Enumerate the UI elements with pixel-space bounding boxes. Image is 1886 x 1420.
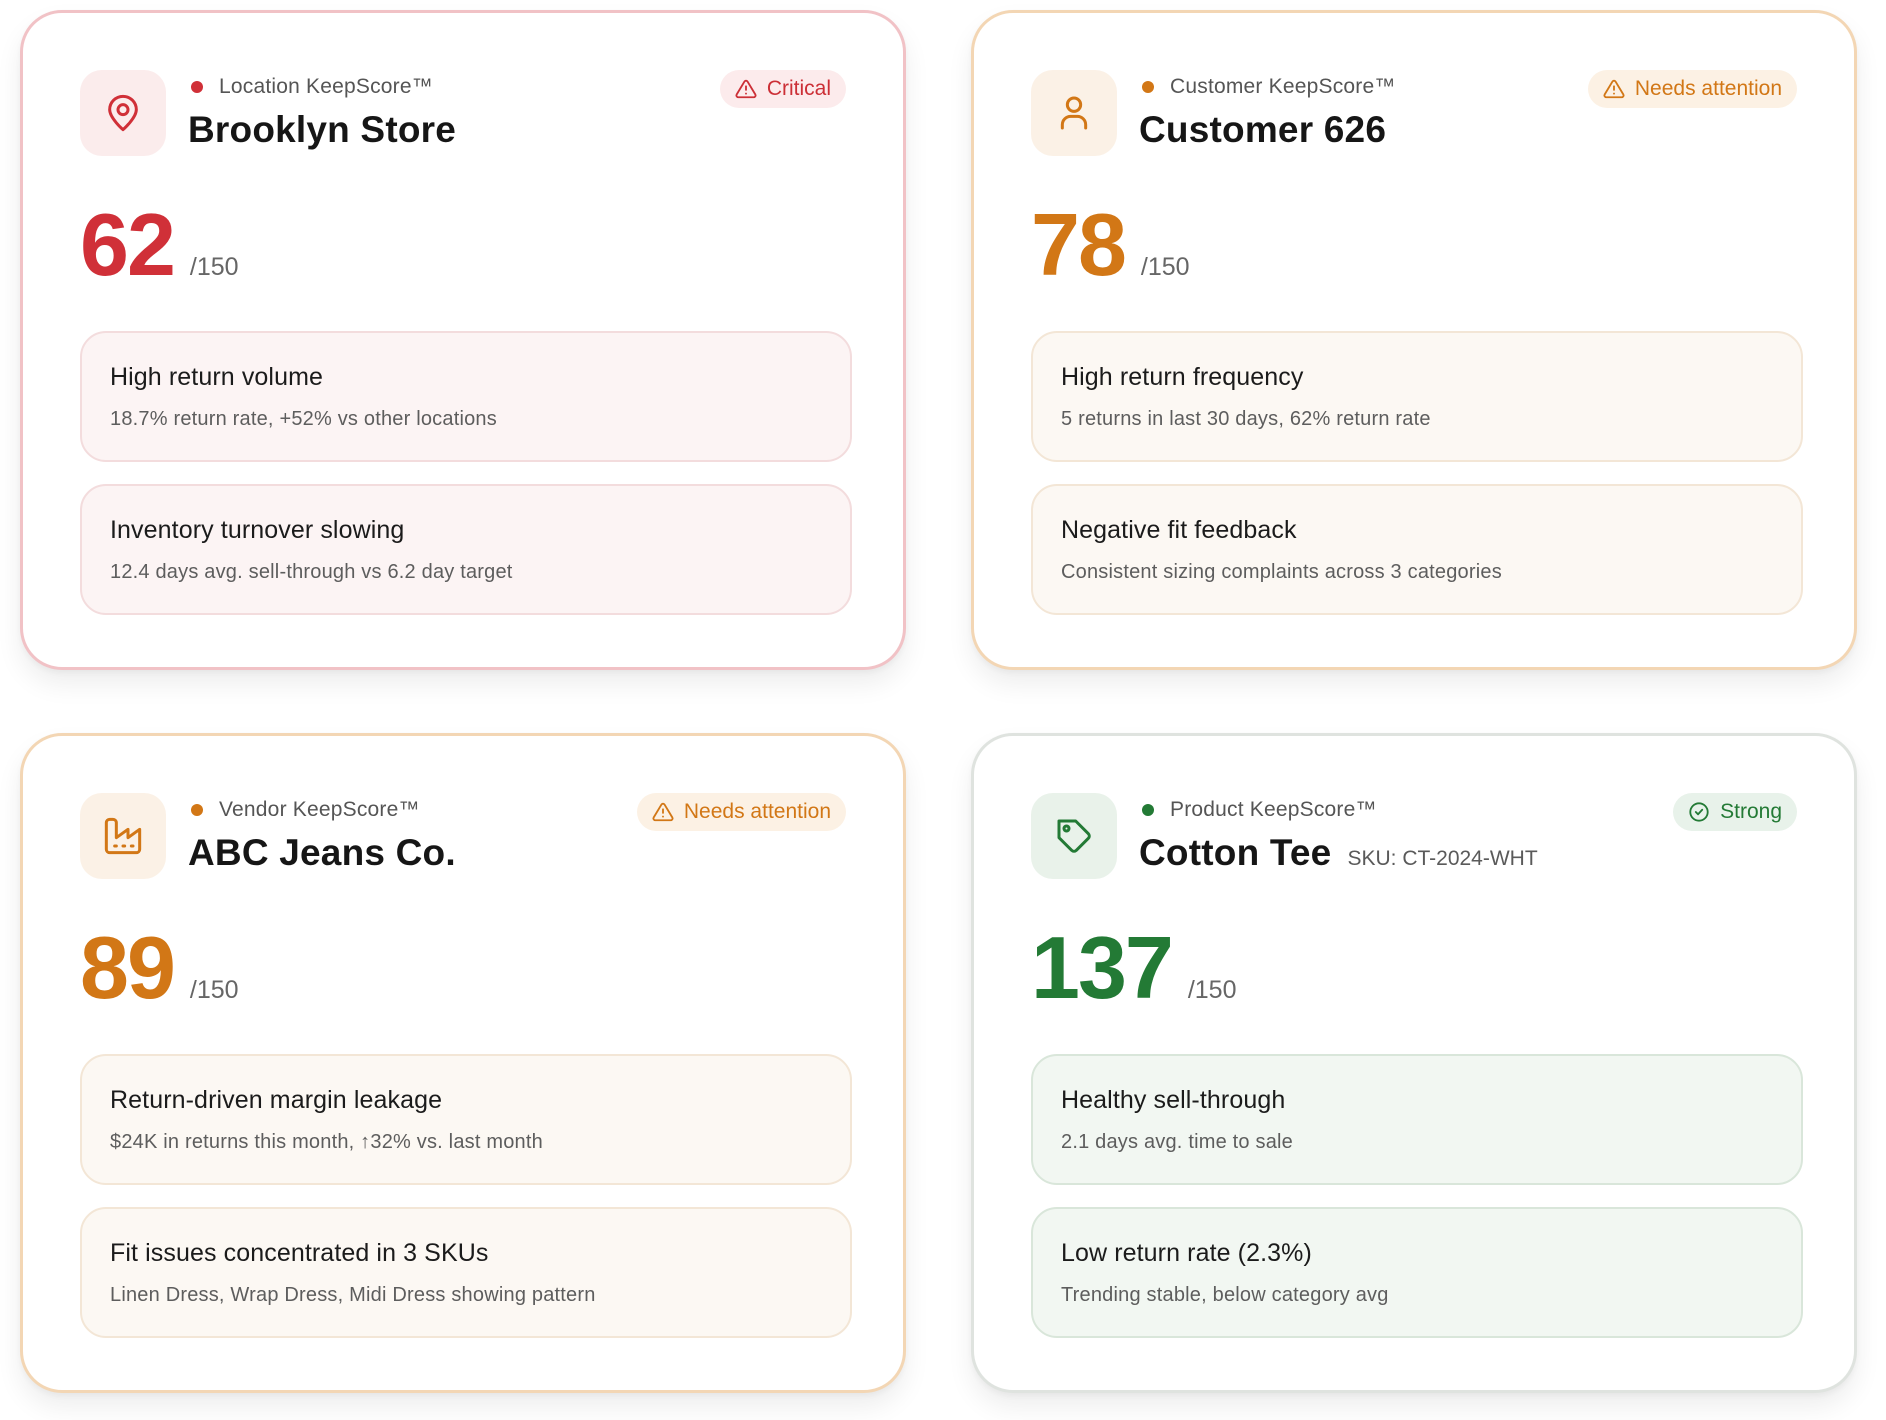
warning-triangle-icon	[1603, 79, 1625, 99]
card-kind: Product KeepScore™	[1142, 798, 1377, 822]
insight-item[interactable]: Healthy sell-through 2.1 days avg. time …	[1031, 1054, 1803, 1185]
score-row: 78 /150	[1031, 201, 1190, 289]
issue-title: Negative fit feedback	[1061, 516, 1297, 544]
keepscore-card-vendor[interactable]: Vendor KeepScore™ ABC Jeans Co. Needs at…	[20, 733, 906, 1393]
issue-detail: 5 returns in last 30 days, 62% return ra…	[1061, 408, 1431, 430]
status-badge-label: Critical	[766, 77, 831, 100]
keepscore-card-product[interactable]: Product KeepScore™ Cotton Tee SKU: CT-20…	[971, 733, 1857, 1393]
status-badge-label: Needs attention	[683, 800, 831, 823]
status-dot	[191, 804, 203, 816]
user-icon	[1031, 70, 1117, 156]
score-max: /150	[189, 253, 239, 281]
score-value: 89	[80, 918, 176, 1017]
score-row: 62 /150	[80, 201, 239, 289]
score-max: /150	[1140, 253, 1190, 281]
issue-detail: $24K in returns this month, ↑32% vs. las…	[110, 1131, 543, 1153]
warning-triangle-icon	[652, 802, 674, 822]
status-dot	[191, 81, 203, 93]
card-title-row: Brooklyn Store	[188, 109, 456, 151]
issue-item[interactable]: Inventory turnover slowing 12.4 days avg…	[80, 484, 852, 615]
issue-item[interactable]: Return-driven margin leakage $24K in ret…	[80, 1054, 852, 1185]
insight-item[interactable]: Low return rate (2.3%) Trending stable, …	[1031, 1207, 1803, 1338]
warning-triangle-icon	[735, 79, 757, 99]
issue-detail: Consistent sizing complaints across 3 ca…	[1061, 561, 1502, 583]
score-max: /150	[189, 976, 239, 1004]
insight-detail: 2.1 days avg. time to sale	[1061, 1131, 1293, 1153]
map-pin-icon	[80, 70, 166, 156]
card-kind: Customer KeepScore™	[1142, 75, 1396, 99]
issue-item[interactable]: Negative fit feedback Consistent sizing …	[1031, 484, 1803, 615]
check-circle-icon	[1689, 802, 1709, 822]
status-badge: Needs attention	[636, 793, 846, 831]
score-max: /150	[1187, 976, 1237, 1004]
keepscore-card-customer[interactable]: Customer KeepScore™ Customer 626 Needs a…	[971, 10, 1857, 670]
card-title-row: Cotton Tee SKU: CT-2024-WHT	[1139, 832, 1538, 874]
status-badge-label: Needs attention	[1634, 77, 1782, 100]
card-kind-label: Customer KeepScore™	[1170, 75, 1396, 98]
card-title: ABC Jeans Co.	[188, 832, 456, 873]
issue-title: Return-driven margin leakage	[110, 1086, 443, 1114]
sku-label: SKU: CT-2024-WHT	[1347, 847, 1538, 870]
card-title-row: Customer 626	[1139, 109, 1386, 151]
issue-item[interactable]: High return frequency 5 returns in last …	[1031, 331, 1803, 462]
tag-icon	[1031, 793, 1117, 879]
issue-item[interactable]: Fit issues concentrated in 3 SKUs Linen …	[80, 1207, 852, 1338]
card-kind-label: Location KeepScore™	[219, 75, 433, 98]
card-kind-label: Product KeepScore™	[1170, 798, 1377, 821]
status-dot	[1142, 81, 1154, 93]
card-title-row: ABC Jeans Co.	[188, 832, 456, 874]
status-badge: Critical	[719, 70, 846, 108]
card-title: Cotton Tee	[1139, 832, 1332, 873]
issue-detail: 12.4 days avg. sell-through vs 6.2 day t…	[110, 561, 513, 583]
score-value: 78	[1031, 195, 1127, 294]
issue-title: High return frequency	[1061, 363, 1304, 391]
insight-title: Low return rate (2.3%)	[1061, 1239, 1312, 1267]
keepscore-card-location[interactable]: Location KeepScore™ Brooklyn Store Criti…	[20, 10, 906, 670]
score-row: 137 /150	[1031, 924, 1237, 1012]
score-value: 62	[80, 195, 176, 294]
status-badge: Strong	[1673, 793, 1797, 831]
score-row: 89 /150	[80, 924, 239, 1012]
card-kind: Location KeepScore™	[191, 75, 433, 99]
card-title: Brooklyn Store	[188, 109, 457, 150]
issue-detail: Linen Dress, Wrap Dress, Midi Dress show…	[110, 1284, 596, 1306]
score-value: 137	[1031, 918, 1174, 1017]
issue-title: Inventory turnover slowing	[110, 516, 405, 544]
insight-detail: Trending stable, below category avg	[1061, 1284, 1389, 1306]
factory-icon	[80, 793, 166, 879]
issue-item[interactable]: High return volume 18.7% return rate, +5…	[80, 331, 852, 462]
card-title: Customer 626	[1139, 109, 1387, 150]
card-kind-label: Vendor KeepScore™	[219, 798, 420, 821]
card-kind: Vendor KeepScore™	[191, 798, 420, 822]
issue-title: High return volume	[110, 363, 324, 391]
status-badge: Needs attention	[1587, 70, 1797, 108]
issue-title: Fit issues concentrated in 3 SKUs	[110, 1239, 489, 1267]
insight-title: Healthy sell-through	[1061, 1086, 1286, 1114]
issue-detail: 18.7% return rate, +52% vs other locatio…	[110, 408, 497, 430]
status-dot	[1142, 804, 1154, 816]
status-badge-label: Strong	[1720, 800, 1782, 823]
